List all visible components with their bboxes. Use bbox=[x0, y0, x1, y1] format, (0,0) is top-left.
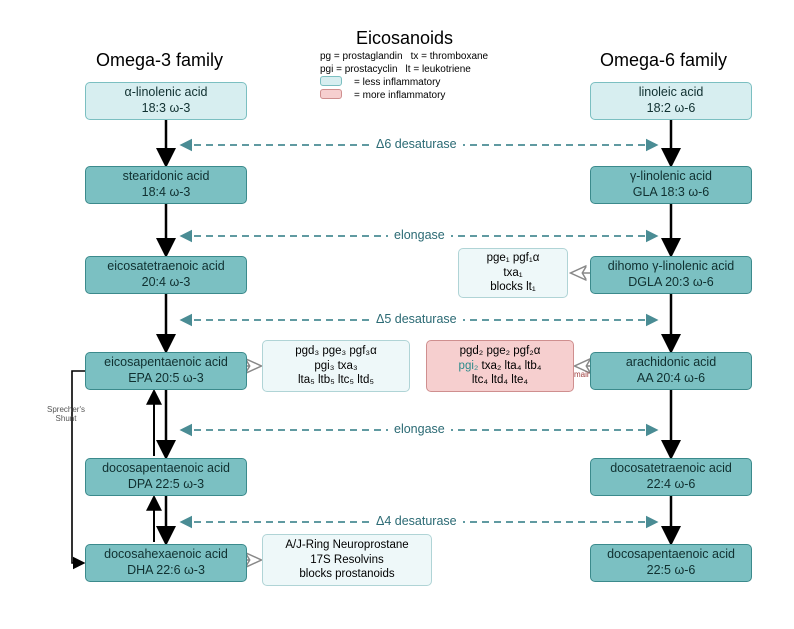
left-node-5: docosahexaenoic acidDHA 22:6 ω-3 bbox=[85, 544, 247, 582]
legend-pgi: pgi = prostacyclin bbox=[320, 63, 398, 76]
left-node-1: stearidonic acid18:4 ω-3 bbox=[85, 166, 247, 204]
right-column-title: Omega-6 family bbox=[600, 50, 727, 71]
legend-more-box bbox=[320, 89, 342, 99]
right-node-0: linoleic acid18:2 ω-6 bbox=[590, 82, 752, 120]
legend-tx: tx = thromboxane bbox=[411, 50, 489, 63]
legend-pg: pg = prostaglandin bbox=[320, 50, 403, 63]
diagram-title: Eicosanoids bbox=[356, 28, 453, 49]
legend-less: = less inflammatory bbox=[354, 76, 440, 89]
right-node-3: arachidonic acidAA 20:4 ω-6 bbox=[590, 352, 752, 390]
enzyme-elongase-2: elongase bbox=[388, 422, 451, 436]
left-node-2: eicosatetraenoic acid20:4 ω-3 bbox=[85, 256, 247, 294]
left-node-0: α-linolenic acid18:3 ω-3 bbox=[85, 82, 247, 120]
right-node-4: docosatetraenoic acid22:4 ω-6 bbox=[590, 458, 752, 496]
legend-more: = more inflammatory bbox=[354, 89, 445, 102]
info-epa: pgd₃ pge₃ pgf₃αpgi₃ txa₃lta₅ ltb₅ ltc₅ l… bbox=[262, 340, 410, 392]
left-column-title: Omega-3 family bbox=[96, 50, 223, 71]
enzyme-elongase-1: elongase bbox=[388, 228, 451, 242]
info-dha: A/J-Ring Neuroprostane17S Resolvinsblock… bbox=[262, 534, 432, 586]
enzyme-d6: Δ6 desaturase bbox=[370, 137, 463, 151]
right-node-2: dihomo γ-linolenic acidDGLA 20:3 ω-6 bbox=[590, 256, 752, 294]
legend-block: pg = prostaglandin tx = thromboxane pgi … bbox=[320, 50, 530, 102]
legend-less-box bbox=[320, 76, 342, 86]
info-dgla: pge₁ pgf₁αtxa₁blocks lt₁ bbox=[458, 248, 568, 298]
left-node-4: docosapentaenoic acidDPA 22:5 ω-3 bbox=[85, 458, 247, 496]
legend-lt: lt = leukotriene bbox=[406, 63, 471, 76]
enzyme-d5: Δ5 desaturase bbox=[370, 312, 463, 326]
left-node-3: eicosapentaenoic acidEPA 20:5 ω-3 bbox=[85, 352, 247, 390]
main-tag: main bbox=[574, 370, 591, 379]
enzyme-d4: Δ4 desaturase bbox=[370, 514, 463, 528]
info-aa: pgd₂ pge₂ pgf₂αpgi₂ txa₂ lta₄ ltb₄ltc₄ l… bbox=[426, 340, 574, 392]
right-node-5: docosapentaenoic acid22:5 ω-6 bbox=[590, 544, 752, 582]
right-node-1: γ-linolenic acidGLA 18:3 ω-6 bbox=[590, 166, 752, 204]
sprechers-shunt-label: Sprecher'sShunt bbox=[42, 406, 90, 424]
